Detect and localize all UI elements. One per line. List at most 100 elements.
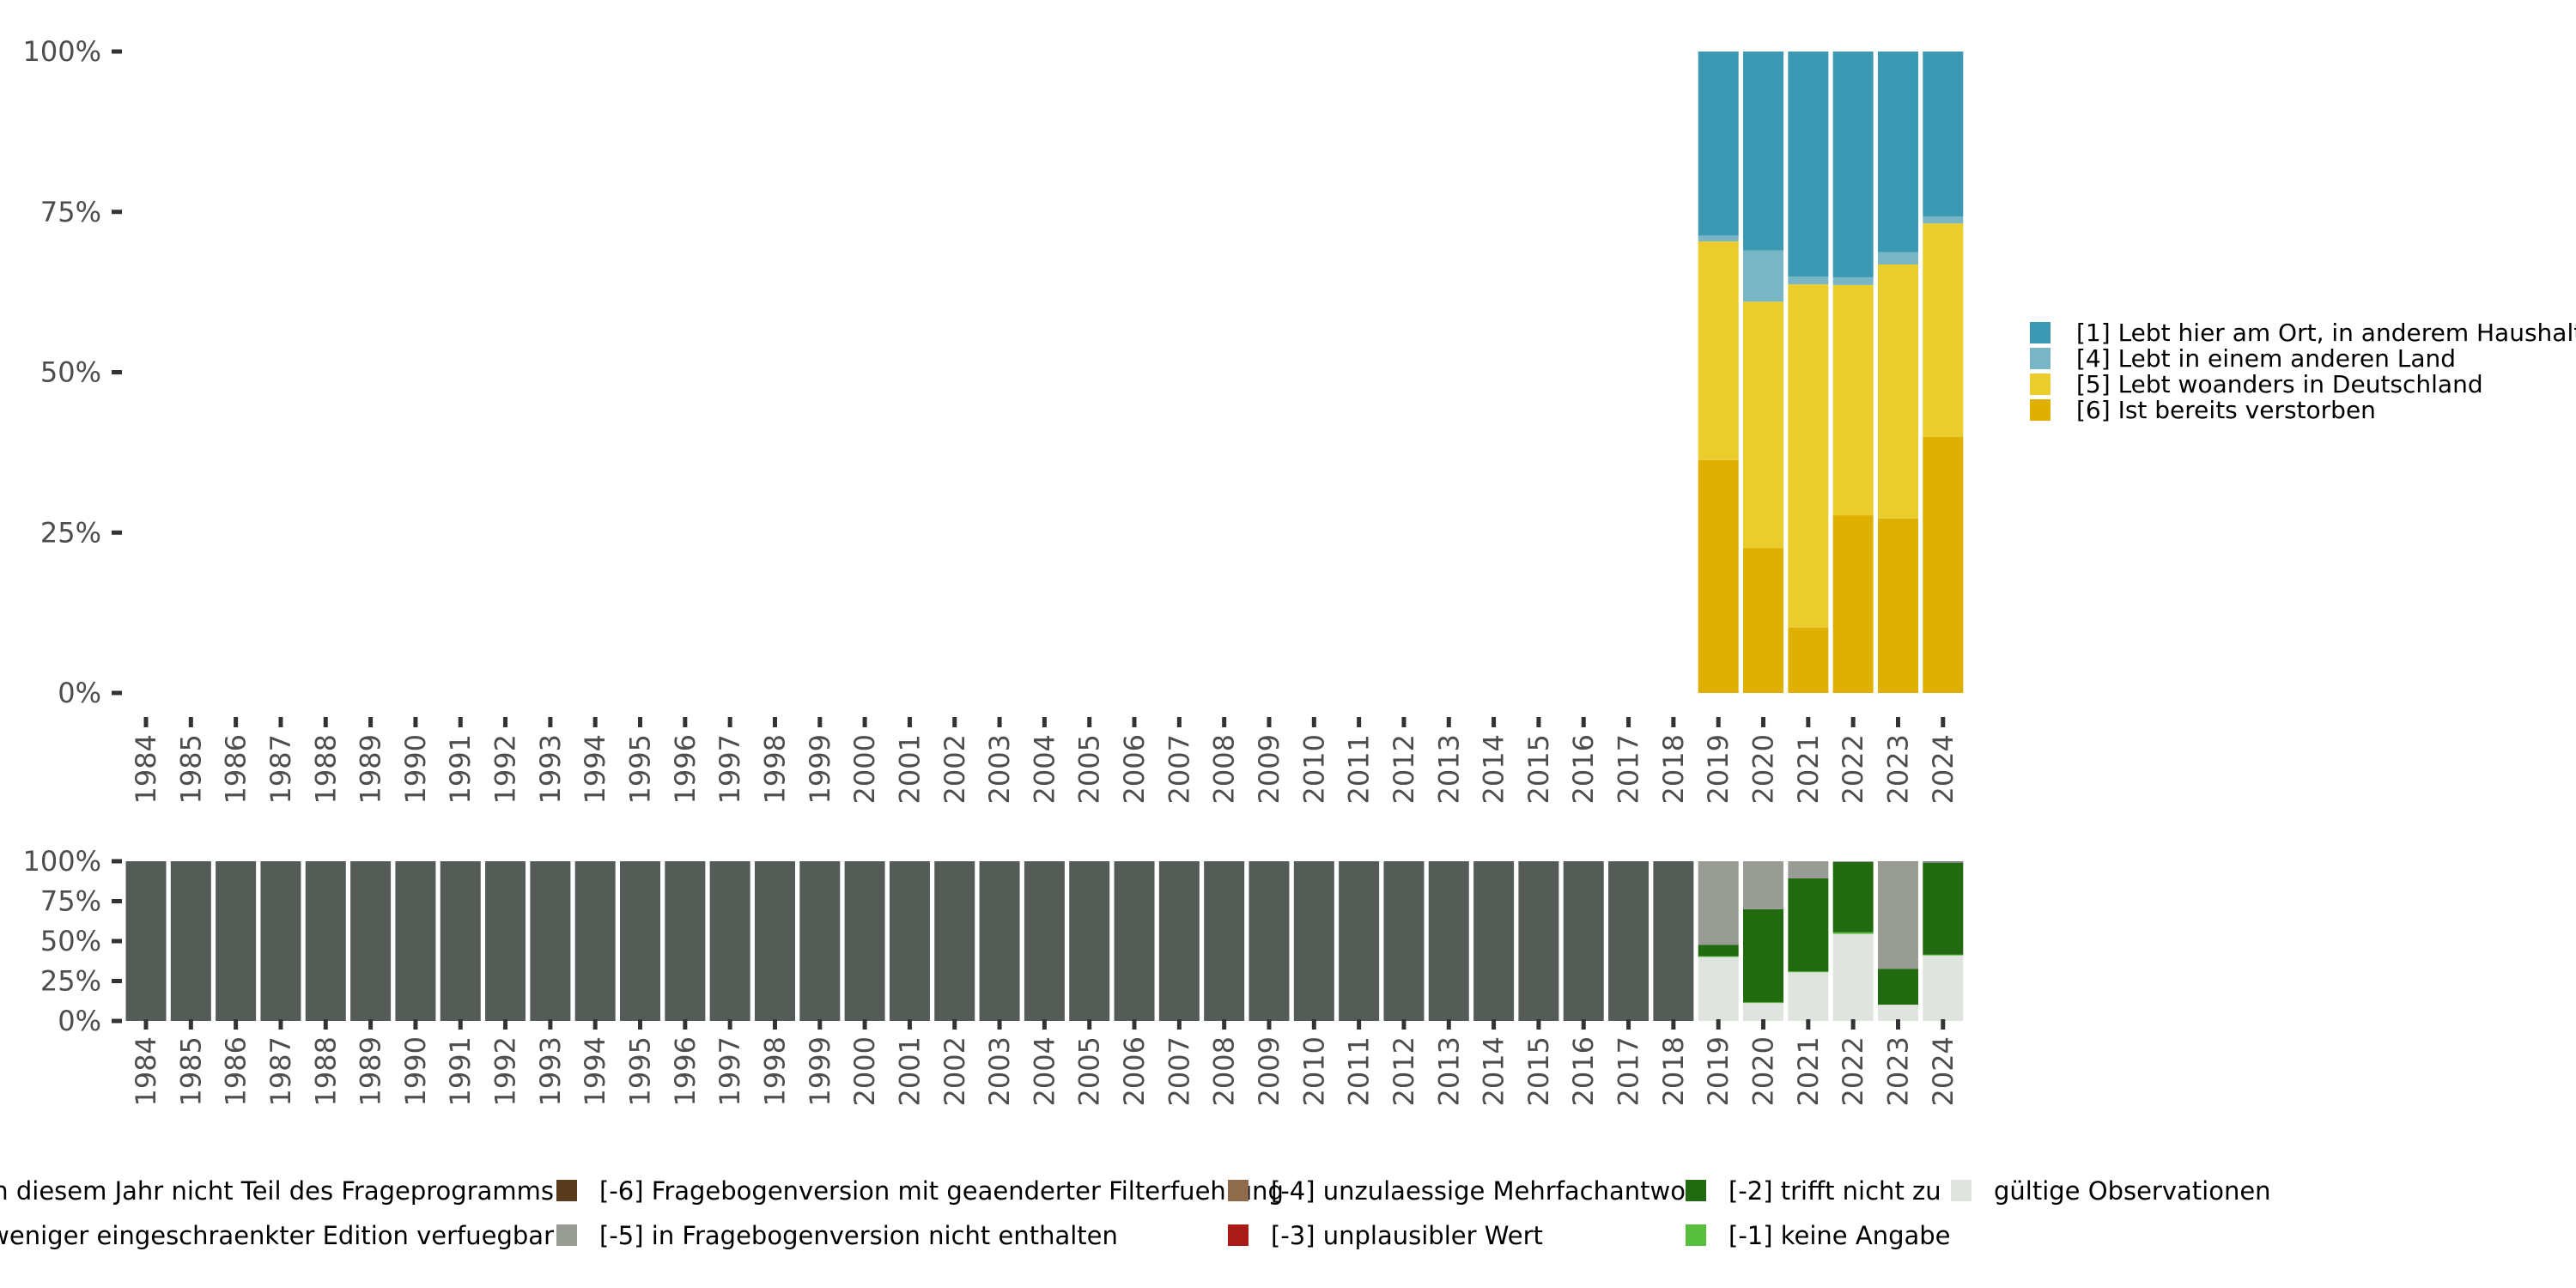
bar-segment: [1923, 436, 1964, 693]
bar-segment: [125, 861, 167, 1021]
bar-segment: [1743, 861, 1784, 909]
x-tick: [1311, 1019, 1316, 1030]
x-tick-label: 2018: [1657, 1036, 1690, 1106]
bar-segment: [1877, 264, 1918, 519]
x-tick: [997, 1019, 1002, 1030]
x-tick-label: 1984: [130, 1036, 162, 1106]
bar-segment: [709, 861, 750, 1021]
bar-segment: [1473, 861, 1515, 1021]
bar-segment: [934, 861, 975, 1021]
x-tick-label: 2019: [1702, 1036, 1735, 1106]
legend-label: [5] Lebt woanders in Deutschland: [2076, 370, 2483, 398]
y-tick-label: 25%: [40, 516, 101, 549]
bar-segment: [1877, 252, 1918, 265]
x-tick-label: 1989: [355, 734, 387, 804]
y-tick: [112, 939, 122, 944]
x-tick: [1132, 1019, 1137, 1030]
x-tick: [188, 717, 193, 727]
bar-segment: [979, 861, 1020, 1021]
x-tick: [323, 717, 328, 727]
x-tick: [1806, 1019, 1811, 1030]
x-tick: [1895, 717, 1900, 727]
bar-segment: [1024, 861, 1065, 1021]
x-tick: [772, 1019, 777, 1030]
x-tick: [548, 1019, 553, 1030]
y-tick: [112, 899, 122, 903]
bar-segment: [1923, 954, 1964, 956]
bar-segment: [1608, 861, 1649, 1021]
legend-swatch: [2030, 374, 2050, 395]
x-tick-label: 2010: [1297, 1036, 1330, 1106]
bar-segment: [1653, 861, 1694, 1021]
x-tick-label: 2011: [1343, 734, 1376, 804]
bar-segment: [665, 861, 706, 1021]
bar-segment: [754, 861, 795, 1021]
y-tick: [112, 49, 122, 54]
x-tick: [234, 717, 239, 727]
legend-label: [4] Lebt in einem anderen Land: [2076, 344, 2456, 373]
y-tick-label: 0%: [58, 677, 101, 709]
x-tick-label: 2003: [983, 734, 1016, 804]
x-tick-label: 1992: [489, 734, 522, 804]
x-tick-label: 2019: [1702, 734, 1735, 804]
legend-label: [6] Ist bereits verstorben: [2076, 396, 2376, 424]
x-tick: [683, 1019, 688, 1030]
bar-segment: [1877, 969, 1918, 1005]
bar-segment: [1923, 955, 1964, 1021]
x-tick-label: 1994: [579, 734, 611, 804]
bar-segment: [1832, 861, 1874, 862]
bar-segment: [1832, 276, 1874, 285]
bar-segment: [1923, 52, 1964, 216]
bar-segment: [1428, 861, 1469, 1021]
x-tick-label: 1993: [534, 1036, 567, 1106]
x-tick-label: 1990: [399, 1036, 432, 1106]
x-tick: [1492, 717, 1497, 727]
x-tick-label: 2012: [1388, 1036, 1420, 1106]
x-tick: [1716, 1019, 1721, 1030]
x-tick: [1536, 1019, 1541, 1030]
x-tick: [1357, 1019, 1362, 1030]
bar-segment: [1698, 861, 1739, 945]
x-tick-label: 1986: [220, 734, 252, 804]
x-tick-label: 2001: [893, 734, 926, 804]
bar-segment: [1339, 861, 1380, 1021]
bar-segment: [1788, 971, 1829, 973]
bar-segment: [1743, 548, 1784, 693]
legend-label: [-5] in Fragebogenversion nicht enthalte…: [599, 1221, 1118, 1250]
bar-segment: [1698, 956, 1739, 957]
x-tick-label: 2021: [1792, 1036, 1825, 1106]
legend-swatch: [1686, 1180, 1706, 1201]
bar-segment: [1877, 1005, 1918, 1021]
x-tick-label: 2005: [1073, 1036, 1106, 1106]
x-tick-label: 2023: [1881, 1036, 1914, 1106]
bar-segment: [1743, 1003, 1784, 1021]
x-tick: [1895, 1019, 1900, 1030]
legend-swatch: [1228, 1180, 1249, 1201]
bar-segment: [1698, 235, 1739, 242]
legend-label: [-6] Fragebogenversion mit geaenderter F…: [599, 1176, 1284, 1206]
x-tick-label: 2008: [1208, 1036, 1241, 1106]
legend-swatch: [2030, 399, 2050, 421]
x-tick: [1581, 717, 1586, 727]
x-tick: [1267, 1019, 1272, 1030]
x-tick: [638, 1019, 643, 1030]
y-tick: [112, 979, 122, 983]
x-tick: [413, 717, 418, 727]
legend-swatch: [1228, 1224, 1249, 1246]
bar-segment: [1923, 861, 1964, 863]
x-tick: [1311, 717, 1316, 727]
y-tick-label: 100%: [23, 35, 101, 68]
bar-segment: [1788, 52, 1829, 277]
bar-segment: [1698, 957, 1739, 1021]
y-tick: [112, 370, 122, 374]
x-tick: [503, 1019, 508, 1030]
x-tick: [1222, 717, 1227, 727]
legend-swatch: [556, 1224, 577, 1246]
x-tick-label: 2010: [1297, 734, 1330, 804]
x-tick: [143, 1019, 149, 1030]
x-tick: [727, 1019, 732, 1030]
y-tick-label: 100%: [23, 845, 101, 878]
x-tick-label: 2000: [848, 734, 881, 804]
bar-segment: [1788, 284, 1829, 628]
x-tick-label: 1996: [669, 1036, 702, 1106]
